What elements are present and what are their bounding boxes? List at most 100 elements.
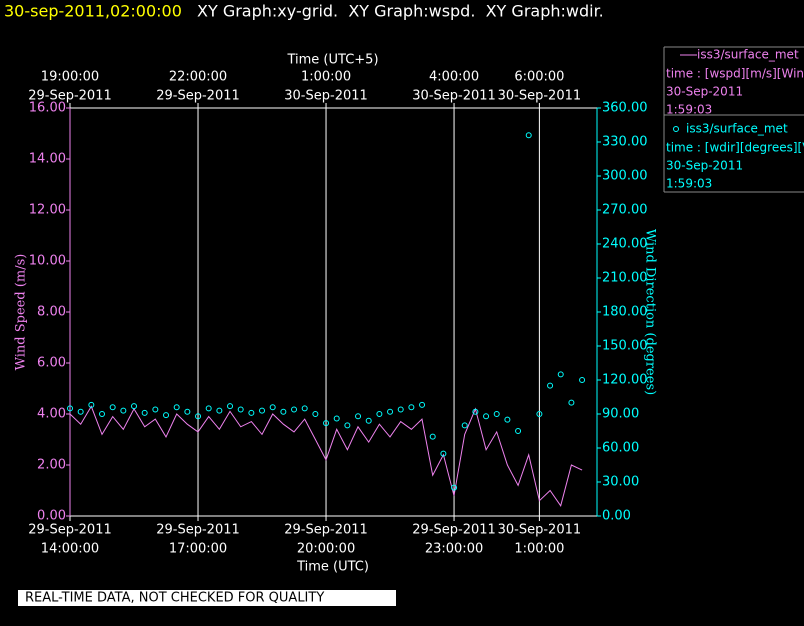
direction-point [120,407,127,414]
x2-tick-label: 6:00:00 [514,70,564,85]
direction-point [557,371,564,378]
legend-detail: 30-Sep-2011 [666,159,743,173]
direction-point [77,408,84,415]
direction-point [323,420,330,427]
direction-point [291,406,298,413]
direction-point [451,484,458,491]
footer-box [18,590,396,606]
y2-tick-label: 270.00 [602,203,648,218]
y2-axis-label: Wind Direction (degrees) [643,229,658,395]
y2-tick-label: 180.00 [602,305,648,320]
direction-point [483,413,490,420]
x2-tick-label: 29-Sep-2011 [28,89,112,104]
direction-point [131,403,138,410]
direction-point [397,406,404,413]
legend-detail: time : [wdir][degrees][V [666,141,804,155]
y2-tick-label: 90.00 [602,407,639,422]
x-tick-label: 23:00:00 [425,542,483,557]
direction-point [216,407,223,414]
y-tick-label: 10.00 [29,254,66,269]
direction-point [333,415,340,422]
y2-tick-label: 120.00 [602,373,648,388]
direction-point [184,408,191,415]
legend-swatch [673,126,679,132]
footer: REAL-TIME DATA, NOT CHECKED FOR QUALITY [25,591,324,606]
direction-point [461,422,468,429]
direction-point [408,404,415,411]
timestamp: 30-sep-2011,02:00:00 [4,2,182,21]
direction-point [163,412,170,419]
x-tick-label: 29-Sep-2011 [28,523,112,538]
direction-point [301,405,308,412]
speed-line [69,405,583,507]
direction-point [547,382,554,389]
direction-point [312,411,319,417]
y-tick-label: 0.00 [37,509,66,524]
direction-point [493,411,500,417]
y-tick-label: 6.00 [37,356,66,371]
x2-tick-label: 19:00:00 [41,70,99,85]
legend-name: iss3/surface_met [686,122,788,136]
direction-point [227,403,234,410]
direction-point [269,404,276,411]
direction-point [259,407,266,414]
direction-point [99,411,106,417]
direction-point [173,404,180,411]
x2-tick-label: 1:00:00 [301,70,351,85]
direction-point [365,417,372,424]
y2-tick-label: 0.00 [602,509,631,524]
x-axis-label: Time (UTC) [296,560,369,575]
y2-tick-label: 360.00 [602,101,648,116]
direction-point [525,132,532,139]
legend-detail: 30-Sep-2011 [666,85,743,99]
x-tick-label: 20:00:00 [297,542,355,557]
direction-point [109,404,116,411]
x2-tick-label: 29-Sep-2011 [156,89,240,104]
x2-tick-label: 22:00:00 [169,70,227,85]
x-tick-label: 29-Sep-2011 [284,523,368,538]
direction-point [152,406,159,413]
x-tick-label: 29-Sep-2011 [412,523,496,538]
direction-point [515,428,522,434]
x2-tick-label: 30-Sep-2011 [498,89,582,104]
direction-point [387,408,394,415]
y-axis-label: Wind Speed (m/s) [14,254,29,371]
x-tick-label: 14:00:00 [41,542,99,557]
y2-tick-label: 330.00 [602,135,648,150]
direction-point [536,411,543,417]
x-tick-label: 30-Sep-2011 [498,523,582,538]
y2-tick-label: 60.00 [602,441,639,456]
direction-point [237,406,244,413]
direction-point [205,405,212,412]
direction-point [419,401,426,408]
direction-point [248,409,255,416]
direction-point [579,377,586,383]
direction-point [88,401,95,408]
direction-point [195,413,202,420]
direction-point [504,416,511,423]
legend-detail: time : [wspd][m/s][Wind [666,67,804,81]
direction-point [440,450,447,457]
direction-point [472,408,479,415]
direction-point [429,433,436,440]
direction-point [67,405,73,412]
x-tick-label: 1:00:00 [514,542,564,557]
x-tick-label: 29-Sep-2011 [156,523,240,538]
direction-point [344,422,351,429]
x2-tick-label: 30-Sep-2011 [284,89,368,104]
y-tick-label: 8.00 [37,305,66,320]
y2-tick-label: 300.00 [602,169,648,184]
y-tick-label: 14.00 [29,152,66,167]
header-title: XY Graph:xy-grid. XY Graph:wspd. XY Grap… [197,2,604,21]
y2-tick-label: 240.00 [602,237,648,252]
legend-detail: 1:59:03 [666,177,712,191]
x2-axis-label: Time (UTC+5) [286,53,378,68]
legend-name: iss3/surface_met [697,48,799,62]
y2-tick-label: 30.00 [602,475,639,490]
y-tick-label: 16.00 [29,101,66,116]
direction-point [280,408,287,415]
direction-point [141,409,148,416]
x-tick-label: 17:00:00 [169,542,227,557]
